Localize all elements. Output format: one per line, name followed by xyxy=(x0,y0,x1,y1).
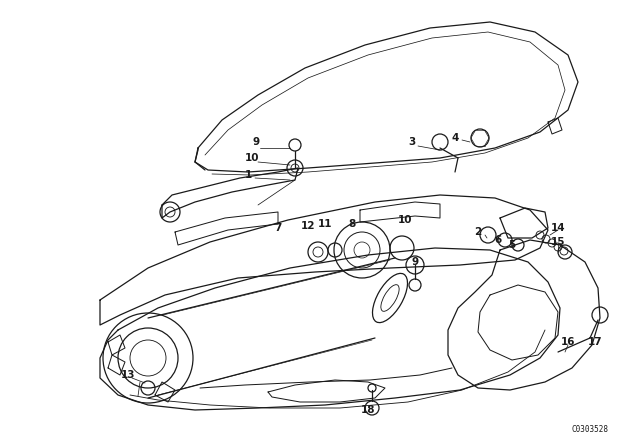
Text: 10: 10 xyxy=(244,153,259,163)
Text: 16: 16 xyxy=(561,337,575,347)
Text: 7: 7 xyxy=(275,223,282,233)
Text: 9: 9 xyxy=(412,257,419,267)
Text: 9: 9 xyxy=(252,137,260,147)
Text: C0303528: C0303528 xyxy=(571,425,608,434)
Text: 1: 1 xyxy=(244,170,252,180)
Text: 2: 2 xyxy=(474,227,482,237)
Text: 11: 11 xyxy=(317,219,332,229)
Text: 12: 12 xyxy=(301,221,316,231)
Text: 17: 17 xyxy=(588,337,602,347)
Text: 8: 8 xyxy=(348,219,356,229)
Text: 10: 10 xyxy=(397,215,412,225)
Text: 3: 3 xyxy=(408,137,415,147)
Text: 14: 14 xyxy=(550,223,565,233)
Text: 18: 18 xyxy=(361,405,375,415)
Text: 13: 13 xyxy=(121,370,135,380)
Text: 15: 15 xyxy=(551,237,565,247)
Text: 5: 5 xyxy=(508,240,516,250)
Text: 4: 4 xyxy=(451,133,459,143)
Text: 6: 6 xyxy=(494,235,502,245)
